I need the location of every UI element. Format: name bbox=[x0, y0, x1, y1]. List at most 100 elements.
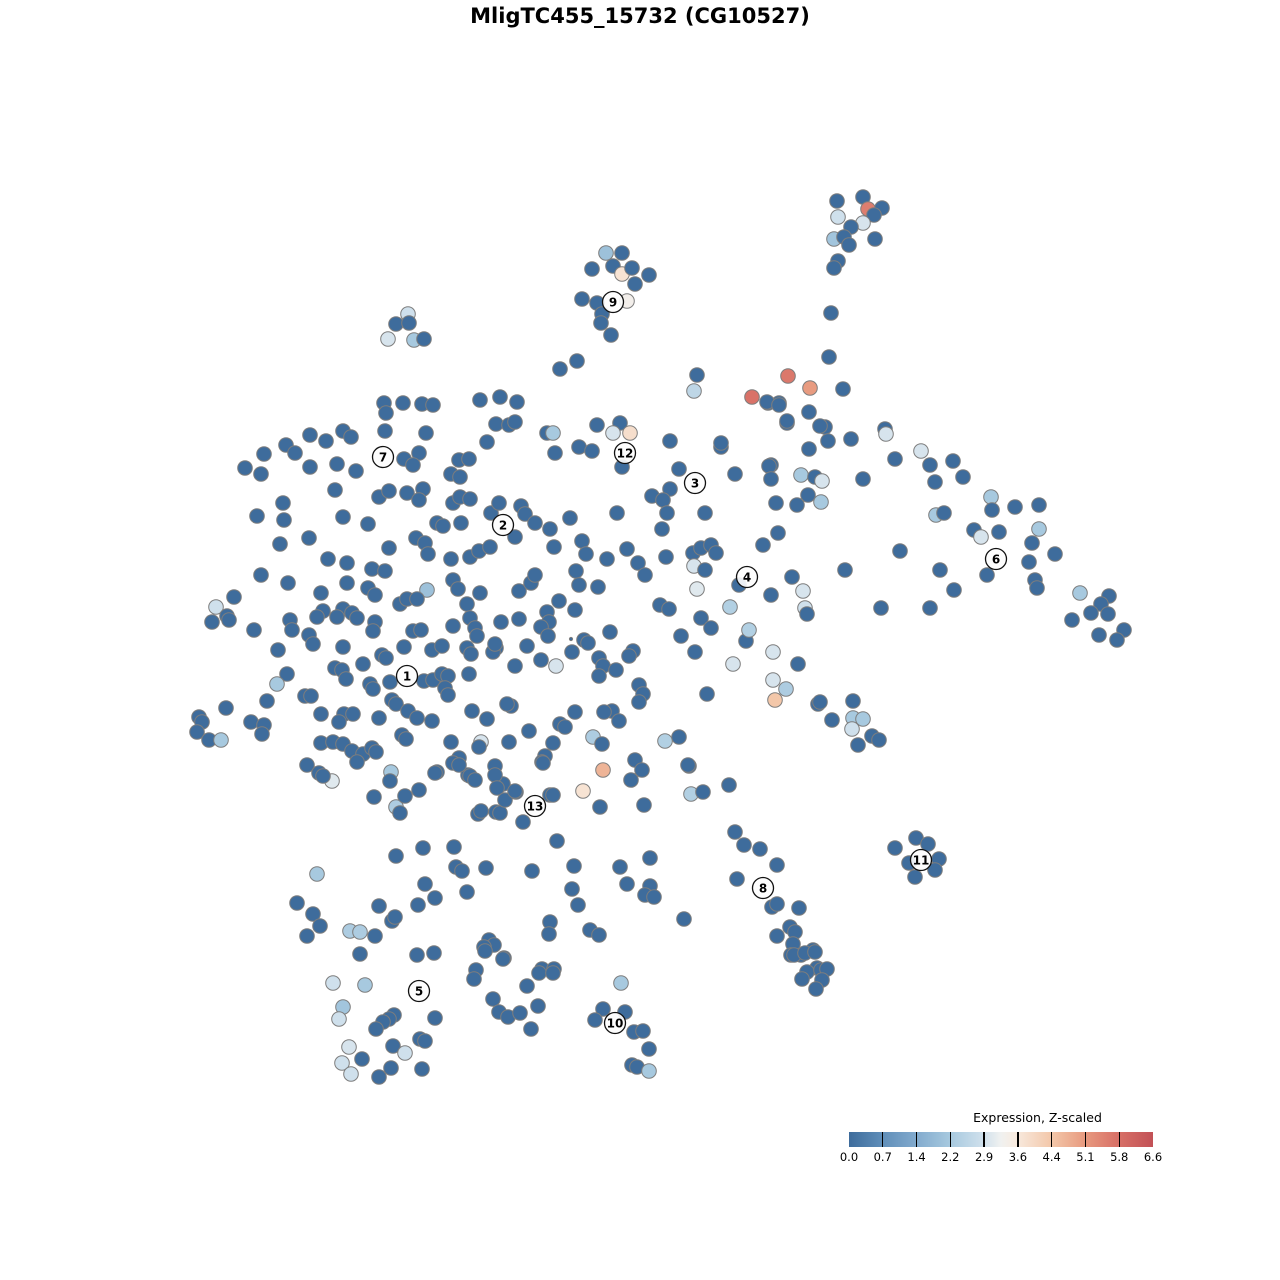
data-point bbox=[489, 780, 505, 796]
data-point bbox=[189, 724, 205, 740]
data-point bbox=[599, 551, 615, 567]
cluster-label-10: 10 bbox=[603, 1011, 627, 1035]
data-point bbox=[1064, 612, 1080, 628]
data-point bbox=[820, 433, 836, 449]
data-point bbox=[627, 276, 643, 292]
data-point bbox=[566, 858, 582, 874]
data-point bbox=[492, 389, 508, 405]
data-point bbox=[575, 783, 591, 799]
data-point bbox=[541, 926, 557, 942]
data-point bbox=[398, 731, 414, 747]
data-point bbox=[892, 543, 908, 559]
data-point bbox=[1021, 554, 1037, 570]
data-point bbox=[367, 928, 383, 944]
data-point bbox=[473, 803, 489, 819]
data-point bbox=[388, 696, 404, 712]
data-point bbox=[349, 610, 365, 626]
data-point bbox=[497, 792, 513, 808]
data-point bbox=[450, 581, 466, 597]
data-point bbox=[462, 491, 478, 507]
data-point bbox=[844, 721, 860, 737]
data-point bbox=[284, 622, 300, 638]
data-point bbox=[755, 537, 771, 553]
data-point bbox=[763, 587, 779, 603]
data-point bbox=[922, 600, 938, 616]
data-point bbox=[424, 713, 440, 729]
data-point bbox=[531, 965, 547, 981]
data-point bbox=[837, 562, 853, 578]
data-point bbox=[922, 457, 938, 473]
svg-text:8: 8 bbox=[759, 882, 767, 896]
data-point bbox=[329, 456, 345, 472]
data-point bbox=[535, 755, 551, 771]
data-point bbox=[687, 644, 703, 660]
data-point bbox=[427, 890, 443, 906]
data-point bbox=[801, 404, 817, 420]
data-point bbox=[382, 674, 398, 690]
data-point bbox=[325, 975, 341, 991]
data-point bbox=[420, 546, 436, 562]
data-point bbox=[331, 714, 347, 730]
data-point bbox=[427, 765, 443, 781]
svg-text:5: 5 bbox=[415, 985, 423, 999]
data-point bbox=[780, 368, 796, 384]
data-point bbox=[697, 562, 713, 578]
data-point bbox=[517, 506, 533, 522]
data-point bbox=[411, 782, 427, 798]
data-point bbox=[1007, 499, 1023, 515]
data-point bbox=[478, 860, 494, 876]
data-point bbox=[697, 505, 713, 521]
cluster-label-5: 5 bbox=[407, 979, 431, 1003]
data-point bbox=[411, 492, 427, 508]
data-point bbox=[826, 260, 842, 276]
data-point bbox=[611, 713, 627, 729]
data-point bbox=[741, 622, 757, 638]
data-point bbox=[574, 533, 590, 549]
svg-text:12: 12 bbox=[617, 447, 634, 461]
data-point bbox=[595, 762, 611, 778]
data-point bbox=[299, 757, 315, 773]
data-point bbox=[593, 315, 609, 331]
data-point bbox=[936, 505, 952, 521]
data-point bbox=[380, 331, 396, 347]
data-point bbox=[767, 692, 783, 708]
data-point bbox=[662, 481, 678, 497]
data-point bbox=[479, 434, 495, 450]
data-point bbox=[287, 445, 303, 461]
legend-tick-mark bbox=[949, 1132, 952, 1147]
data-point bbox=[590, 579, 606, 595]
data-point bbox=[329, 609, 345, 625]
data-point bbox=[812, 694, 828, 710]
data-point bbox=[366, 789, 382, 805]
data-point bbox=[793, 467, 809, 483]
data-point bbox=[276, 512, 292, 528]
data-point bbox=[499, 696, 515, 712]
data-point bbox=[835, 381, 851, 397]
data-point bbox=[680, 757, 696, 773]
data-point bbox=[545, 735, 561, 751]
data-point bbox=[662, 433, 678, 449]
data-point bbox=[320, 551, 336, 567]
data-point bbox=[1091, 627, 1107, 643]
data-point bbox=[612, 859, 628, 875]
data-point bbox=[722, 599, 738, 615]
data-point bbox=[434, 638, 450, 654]
data-point bbox=[794, 971, 810, 987]
data-point bbox=[927, 474, 943, 490]
data-point bbox=[800, 487, 816, 503]
data-point bbox=[830, 209, 846, 225]
data-point bbox=[570, 897, 586, 913]
data-point bbox=[302, 459, 318, 475]
data-point bbox=[339, 575, 355, 591]
data-point bbox=[302, 427, 318, 443]
data-point bbox=[686, 383, 702, 399]
data-point bbox=[371, 710, 387, 726]
data-point bbox=[699, 686, 715, 702]
legend-tick-mark bbox=[915, 1132, 918, 1147]
data-point bbox=[349, 754, 365, 770]
data-point bbox=[657, 733, 673, 749]
data-point bbox=[596, 704, 612, 720]
data-point bbox=[479, 711, 495, 727]
data-point bbox=[637, 567, 653, 583]
data-point bbox=[671, 729, 687, 745]
